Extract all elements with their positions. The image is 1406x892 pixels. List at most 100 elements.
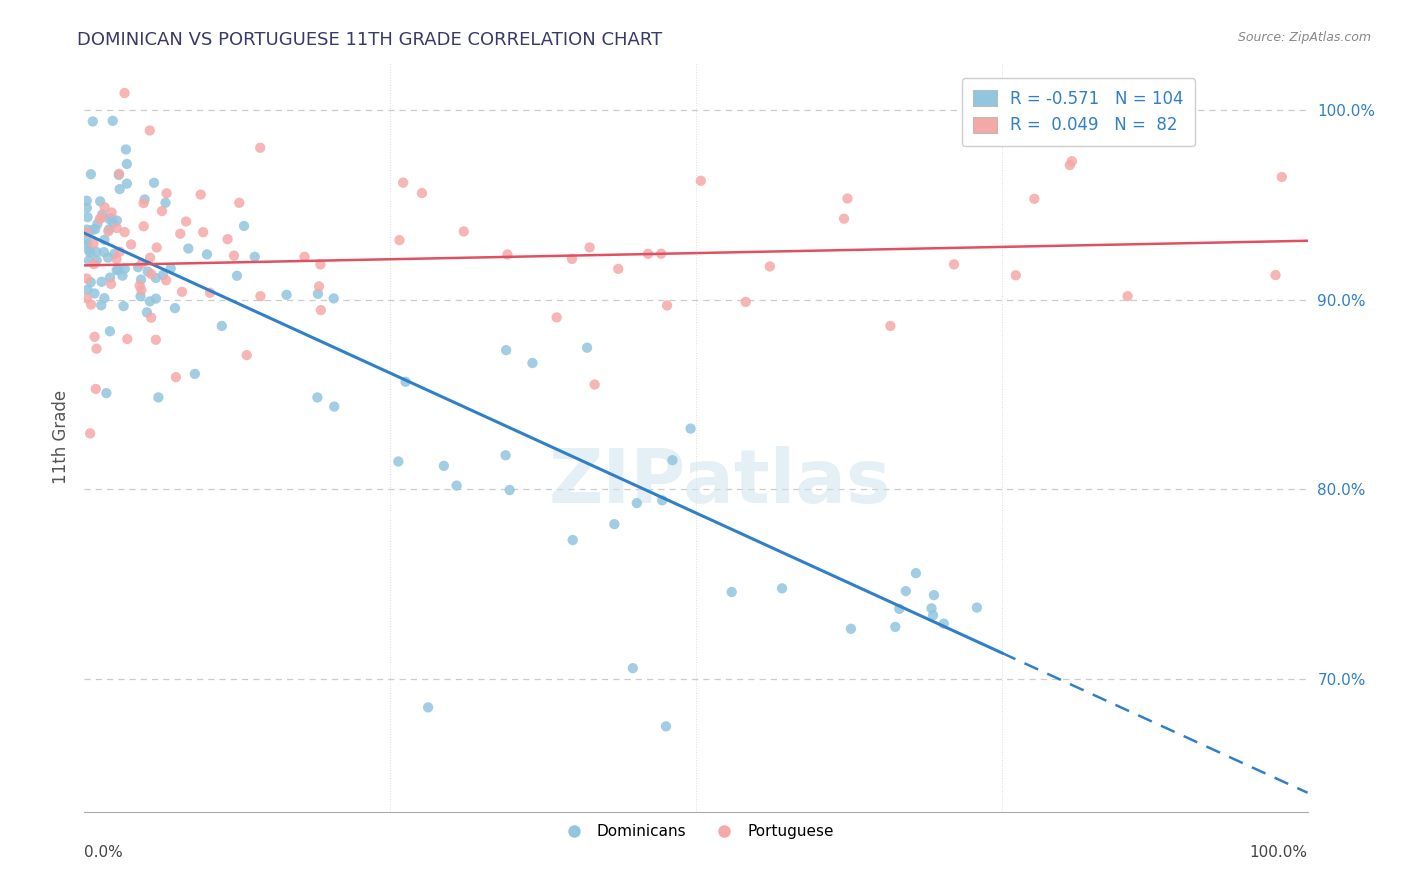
Point bbox=[446, 478, 468, 492]
Point bbox=[894, 584, 917, 599]
Point bbox=[152, 268, 174, 282]
Point bbox=[578, 240, 600, 254]
Point bbox=[101, 113, 124, 128]
Point bbox=[76, 292, 98, 306]
Point bbox=[388, 233, 411, 247]
Point bbox=[922, 608, 945, 623]
Point bbox=[689, 174, 711, 188]
Point bbox=[128, 278, 150, 293]
Point bbox=[107, 168, 129, 182]
Point bbox=[141, 310, 163, 325]
Point bbox=[655, 298, 678, 312]
Point bbox=[100, 277, 122, 291]
Point bbox=[98, 222, 121, 236]
Point bbox=[155, 195, 177, 210]
Point bbox=[322, 292, 344, 306]
Point bbox=[82, 114, 104, 128]
Point bbox=[576, 341, 599, 355]
Point bbox=[129, 272, 152, 286]
Point bbox=[84, 222, 107, 236]
Point bbox=[1116, 289, 1139, 303]
Point bbox=[139, 294, 162, 309]
Point bbox=[392, 176, 415, 190]
Point bbox=[98, 211, 121, 226]
Point bbox=[86, 253, 108, 268]
Point bbox=[583, 377, 606, 392]
Point bbox=[603, 517, 626, 532]
Point bbox=[943, 257, 966, 271]
Point bbox=[879, 318, 901, 333]
Point bbox=[1059, 158, 1081, 172]
Point bbox=[884, 620, 907, 634]
Point bbox=[195, 247, 218, 261]
Point bbox=[249, 289, 271, 303]
Point bbox=[120, 237, 142, 252]
Point bbox=[170, 285, 193, 299]
Point bbox=[111, 268, 134, 283]
Point bbox=[108, 167, 131, 181]
Point bbox=[496, 247, 519, 261]
Point bbox=[889, 602, 911, 616]
Point bbox=[82, 223, 104, 237]
Point bbox=[159, 261, 181, 276]
Point bbox=[904, 566, 927, 581]
Point bbox=[190, 187, 212, 202]
Point bbox=[561, 533, 583, 547]
Point bbox=[89, 211, 111, 226]
Point bbox=[226, 268, 249, 283]
Point bbox=[720, 585, 742, 599]
Point bbox=[76, 233, 98, 247]
Point bbox=[90, 298, 112, 312]
Point bbox=[105, 252, 128, 266]
Point bbox=[411, 186, 433, 200]
Point bbox=[91, 208, 114, 222]
Point bbox=[112, 299, 135, 313]
Point bbox=[650, 246, 672, 260]
Point bbox=[136, 305, 159, 319]
Point bbox=[228, 195, 250, 210]
Point bbox=[243, 250, 266, 264]
Point bbox=[294, 250, 316, 264]
Point bbox=[76, 222, 98, 236]
Point bbox=[607, 261, 630, 276]
Point bbox=[131, 283, 153, 297]
Point bbox=[80, 275, 103, 289]
Point bbox=[108, 244, 131, 259]
Point bbox=[416, 700, 439, 714]
Point bbox=[139, 251, 162, 265]
Point bbox=[80, 297, 103, 311]
Point bbox=[93, 200, 115, 214]
Point bbox=[80, 167, 103, 181]
Y-axis label: 11th Grade: 11th Grade bbox=[52, 390, 70, 484]
Point bbox=[98, 270, 121, 285]
Point bbox=[453, 224, 475, 238]
Point bbox=[235, 348, 257, 362]
Point bbox=[141, 267, 163, 281]
Point bbox=[932, 616, 955, 631]
Point bbox=[105, 263, 128, 277]
Point bbox=[97, 224, 120, 238]
Point bbox=[561, 252, 583, 266]
Text: DOMINICAN VS PORTUGUESE 11TH GRADE CORRELATION CHART: DOMINICAN VS PORTUGUESE 11TH GRADE CORRE… bbox=[77, 31, 662, 49]
Point bbox=[93, 245, 115, 260]
Point bbox=[132, 196, 155, 211]
Point bbox=[93, 291, 115, 305]
Point bbox=[101, 216, 124, 230]
Point bbox=[77, 253, 100, 268]
Point bbox=[93, 233, 115, 247]
Point bbox=[759, 260, 782, 274]
Point bbox=[127, 260, 149, 275]
Point bbox=[1024, 192, 1046, 206]
Point bbox=[621, 661, 644, 675]
Point bbox=[97, 251, 120, 265]
Point bbox=[115, 143, 138, 157]
Text: Source: ZipAtlas.com: Source: ZipAtlas.com bbox=[1237, 31, 1371, 45]
Point bbox=[100, 211, 122, 226]
Point bbox=[90, 211, 112, 225]
Point bbox=[86, 342, 108, 356]
Point bbox=[651, 493, 673, 508]
Point bbox=[169, 227, 191, 241]
Point bbox=[98, 324, 121, 338]
Text: ZIPatlas: ZIPatlas bbox=[550, 445, 891, 518]
Point bbox=[276, 288, 298, 302]
